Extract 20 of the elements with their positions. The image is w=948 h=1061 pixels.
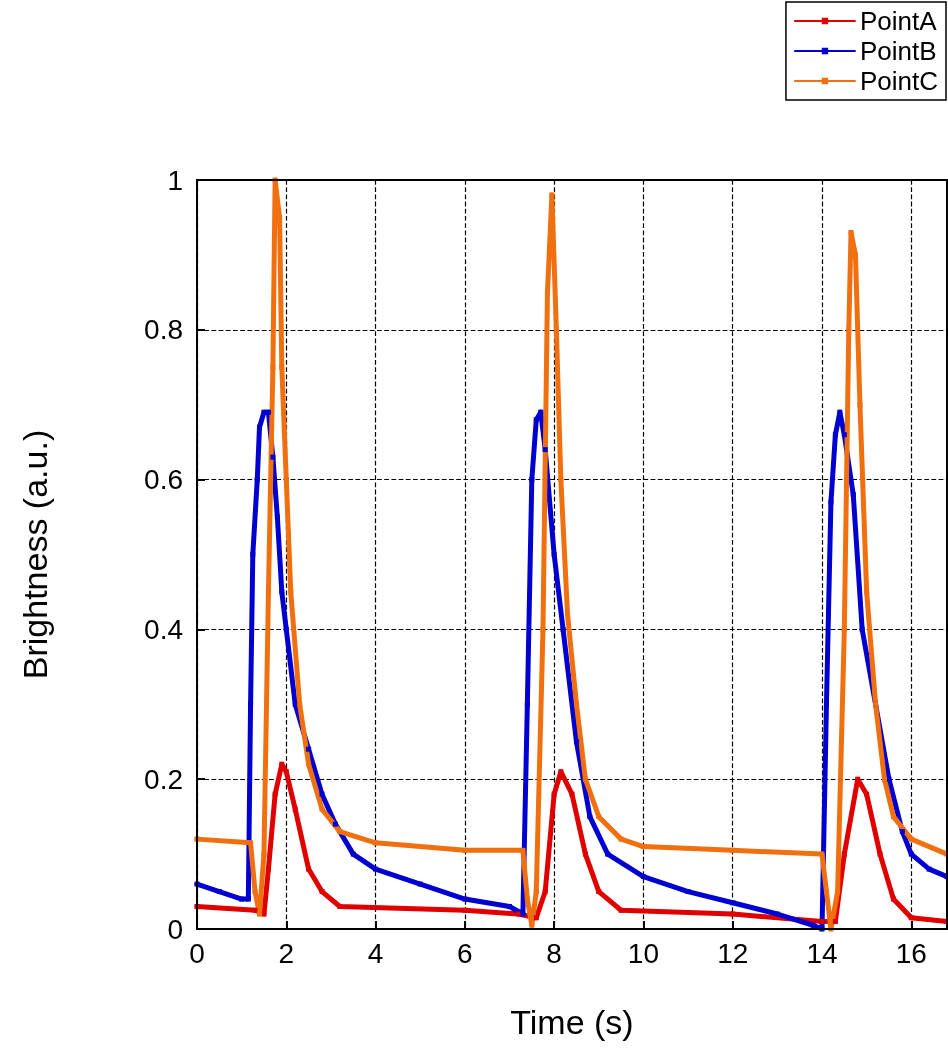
y-tick-label: 1 (167, 164, 183, 196)
legend-label: PointA (859, 6, 938, 36)
x-tick-label: 0 (189, 937, 205, 969)
x-tick-label: 8 (546, 937, 562, 969)
legend-label: PointC (859, 66, 939, 96)
x-tick-label: 14 (806, 937, 838, 969)
x-tick-label: 4 (367, 937, 384, 969)
y-tick-label: 0.2 (144, 763, 183, 795)
legend-label: PointB (859, 36, 937, 66)
y-tick-label: 0.8 (144, 314, 183, 346)
x-tick-label: 16 (895, 937, 927, 969)
x-tick-label: 6 (457, 937, 473, 969)
x-tick-label: 12 (717, 937, 749, 969)
x-tick-label: 10 (627, 937, 660, 969)
x-axis-title: Time (s) (510, 1003, 634, 1041)
y-tick-label: 0.6 (144, 464, 183, 496)
y-tick-label: 0 (167, 913, 183, 945)
y-axis-title: Brightness (a.u.) (16, 429, 54, 680)
y-tick-label: 0.4 (144, 613, 183, 645)
x-tick-label: 2 (278, 937, 295, 969)
